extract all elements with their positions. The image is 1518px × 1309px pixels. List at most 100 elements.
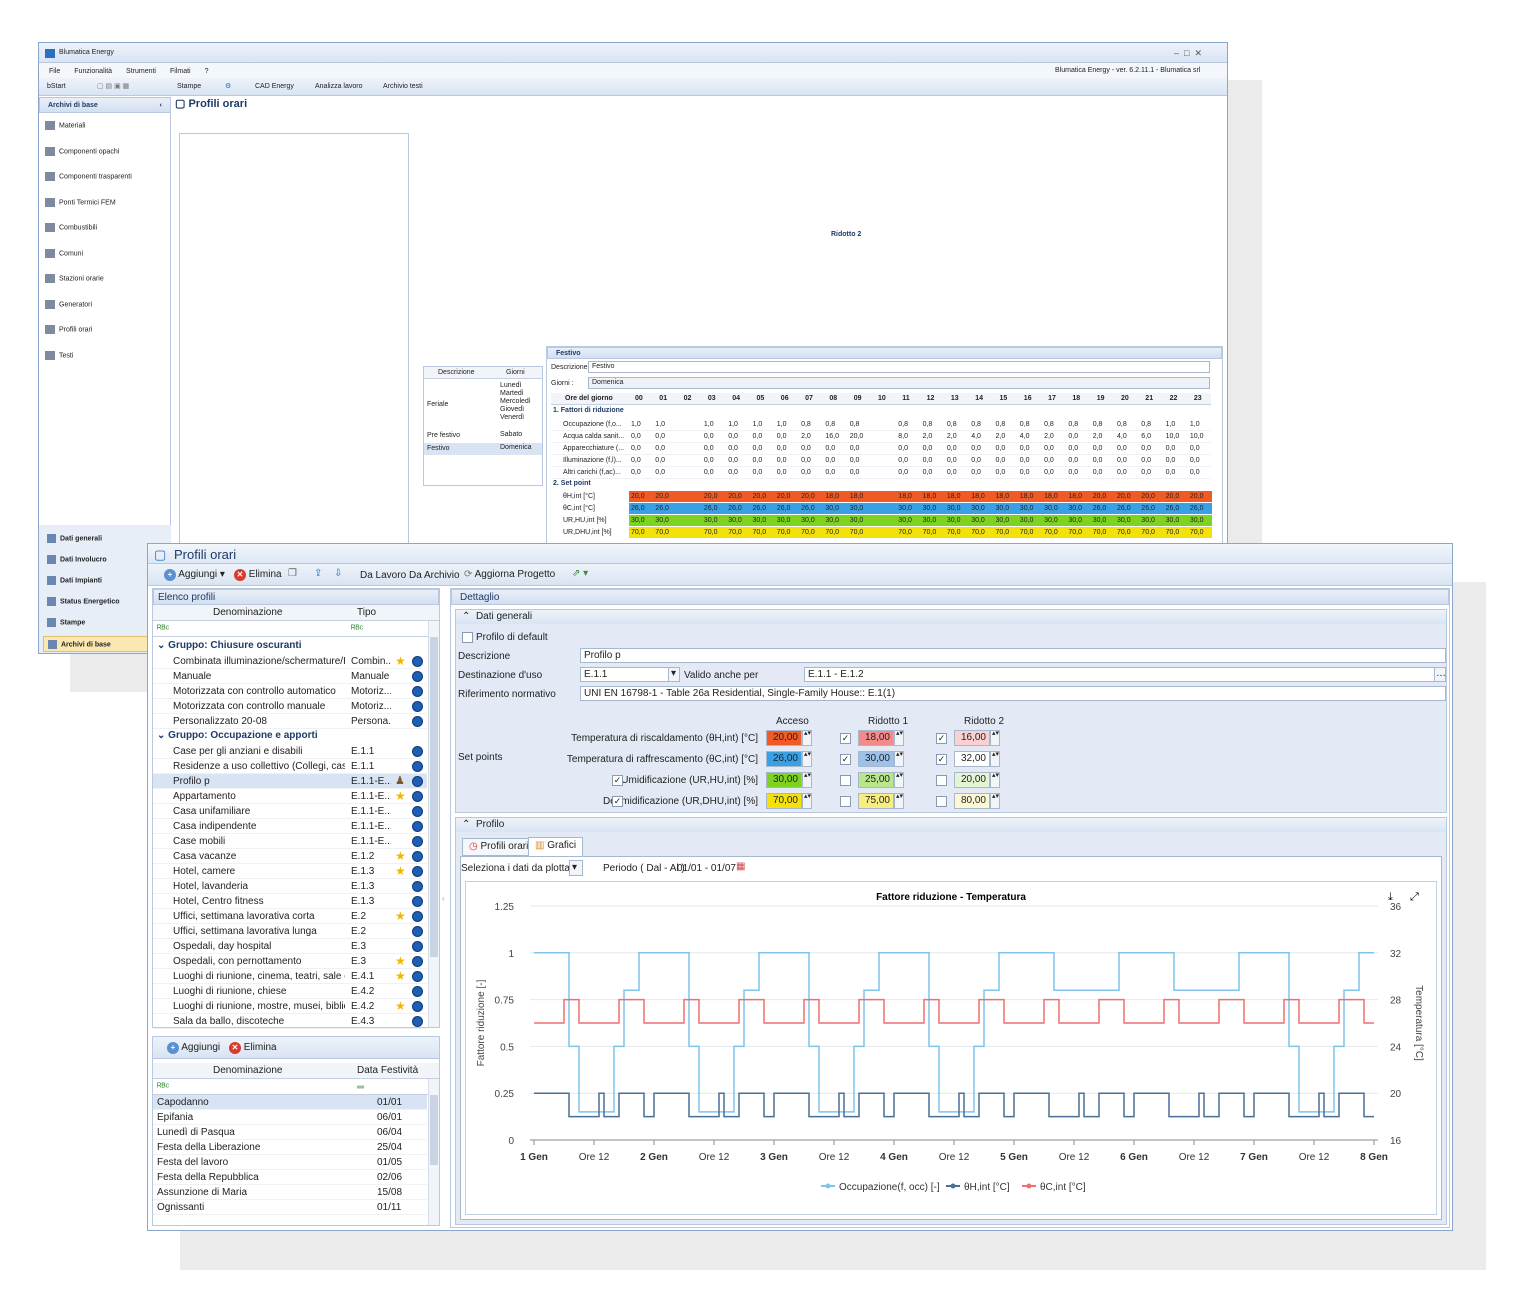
ridotto-checkbox[interactable]: ✓ bbox=[840, 733, 851, 744]
sidebar-item[interactable]: Profili orari bbox=[45, 325, 92, 339]
hour-cell[interactable]: 30,0 bbox=[971, 505, 985, 512]
ellipsis-icon[interactable]: … bbox=[1434, 667, 1446, 682]
setpoint-value-input[interactable]: 25,00 bbox=[858, 772, 894, 788]
hour-cell[interactable]: 0,0 bbox=[776, 469, 787, 476]
festivita-row[interactable]: Assunzione di Maria 15/08 bbox=[153, 1185, 427, 1200]
hour-cell[interactable]: 0,0 bbox=[1141, 469, 1152, 476]
nav-item[interactable]: Stampe bbox=[43, 615, 167, 631]
spin-icon[interactable]: ▴▾ bbox=[802, 730, 812, 746]
hour-cell[interactable]: 30,0 bbox=[995, 517, 1010, 524]
hour-cell[interactable]: 0,0 bbox=[922, 457, 933, 464]
hour-cell[interactable]: 30,0 bbox=[898, 505, 912, 512]
table-row[interactable]: Ospedali, day hospital E.3 bbox=[153, 939, 427, 954]
group-row[interactable]: ⌄ Gruppo: Occupazione e apporti bbox=[153, 729, 427, 744]
hour-cell[interactable]: 0,0 bbox=[1019, 445, 1030, 452]
hour-cell[interactable]: 0,0 bbox=[995, 469, 1006, 476]
ridotto-checkbox[interactable]: ✓ bbox=[840, 754, 851, 765]
hour-cell[interactable]: 0,0 bbox=[752, 469, 763, 476]
hour-cell[interactable]: 0,0 bbox=[922, 445, 933, 452]
hour-cell[interactable]: 30,0 bbox=[995, 505, 1010, 512]
hour-cell[interactable]: 0,0 bbox=[1117, 469, 1127, 476]
hour-cell[interactable]: 0,8 bbox=[1092, 421, 1103, 428]
hour-cell[interactable]: 0,0 bbox=[849, 445, 860, 452]
download-icon[interactable]: ⤓ bbox=[1388, 891, 1393, 903]
hour-cell[interactable]: 26,0 bbox=[1189, 505, 1204, 512]
destinazione-select[interactable]: E.1.1 bbox=[580, 667, 680, 682]
hour-cell[interactable]: 70,0 bbox=[1117, 529, 1131, 536]
festivita-row[interactable]: Festa del lavoro 01/05 bbox=[153, 1155, 427, 1170]
seleziona-dropdown[interactable]: ▾ bbox=[569, 860, 583, 876]
hour-cell[interactable]: 0,0 bbox=[728, 469, 738, 476]
legend-label[interactable]: θH,int [°C] bbox=[964, 1182, 1010, 1193]
festivo-giorni-select[interactable]: Domenica bbox=[588, 377, 1210, 389]
expand-icon[interactable]: ⤢ bbox=[1410, 891, 1419, 903]
nav-item[interactable]: Archivi di base bbox=[43, 636, 167, 652]
hour-cell[interactable]: 1,0 bbox=[1189, 421, 1200, 428]
hour-cell[interactable]: 26,0 bbox=[703, 505, 718, 512]
hour-cell[interactable]: 0,0 bbox=[1068, 469, 1079, 476]
hour-cell[interactable]: 30,0 bbox=[922, 505, 937, 512]
hour-cell[interactable]: 26,0 bbox=[728, 505, 742, 512]
hour-cell[interactable]: 70,0 bbox=[922, 529, 937, 536]
hour-cell[interactable]: 30,0 bbox=[728, 517, 742, 524]
hour-cell[interactable]: 0,0 bbox=[849, 469, 860, 476]
hour-cell[interactable]: 18,0 bbox=[1019, 493, 1034, 500]
hour-cell[interactable]: 0,0 bbox=[631, 457, 641, 464]
hour-cell[interactable]: 26,0 bbox=[776, 505, 791, 512]
sidebar-item[interactable]: Componenti trasparenti bbox=[45, 172, 132, 186]
hour-cell[interactable]: 30,0 bbox=[1019, 505, 1034, 512]
table-row[interactable]: Hotel, lavanderia E.1.3 bbox=[153, 879, 427, 894]
hour-cell[interactable]: 0,0 bbox=[703, 445, 714, 452]
hour-cell[interactable]: 0,8 bbox=[801, 421, 811, 428]
descrizione-input[interactable]: Profilo p bbox=[580, 648, 1446, 663]
table-row[interactable]: Motorizzata con controllo manuale Motoriz… bbox=[153, 699, 427, 714]
hour-cell[interactable]: 0,8 bbox=[1019, 421, 1030, 428]
hour-cell[interactable]: 0,0 bbox=[776, 457, 787, 464]
splitter-handle[interactable]: ‹ bbox=[442, 894, 445, 903]
spin-icon[interactable]: ▴▾ bbox=[990, 772, 1000, 788]
hour-cell[interactable]: 0,0 bbox=[728, 433, 738, 440]
valido-input[interactable]: E.1.1 - E.1.2 bbox=[804, 667, 1440, 682]
hour-cell[interactable]: 18,0 bbox=[825, 493, 840, 500]
hour-cell[interactable]: 0,0 bbox=[703, 469, 714, 476]
hour-cell[interactable]: 0,0 bbox=[825, 445, 836, 452]
hour-cell[interactable]: 0,0 bbox=[1068, 445, 1079, 452]
hour-cell[interactable]: 0,0 bbox=[1044, 469, 1054, 476]
hour-cell[interactable]: 30,0 bbox=[946, 517, 961, 524]
hour-cell[interactable]: 30,0 bbox=[776, 517, 791, 524]
hour-cell[interactable]: 0,0 bbox=[1019, 469, 1030, 476]
hour-cell[interactable]: 70,0 bbox=[995, 529, 1010, 536]
hour-cell[interactable]: 0,0 bbox=[1117, 457, 1127, 464]
fest-aggiungi-button[interactable]: + Aggiungi bbox=[167, 1042, 220, 1054]
hour-cell[interactable]: 0,0 bbox=[898, 457, 909, 464]
setpoint-enable-checkbox[interactable]: ✓ bbox=[612, 775, 623, 786]
hour-cell[interactable]: 0,8 bbox=[1044, 421, 1054, 428]
hour-cell[interactable]: 0,0 bbox=[776, 433, 787, 440]
table-row[interactable]: Hotel, Centro fitness E.1.3 bbox=[153, 894, 427, 909]
table-row[interactable]: Luoghi di riunione, mostre, musei, bibli… bbox=[153, 999, 427, 1014]
setpoint-value-input[interactable]: 32,00 bbox=[954, 751, 990, 767]
day-row[interactable]: Festivo Domenica bbox=[424, 443, 542, 455]
festivita-row[interactable]: Festa della Repubblica 02/06 bbox=[153, 1170, 427, 1185]
hour-cell[interactable]: 20,0 bbox=[801, 493, 815, 500]
hour-cell[interactable]: 0,0 bbox=[995, 457, 1006, 464]
hour-cell[interactable]: 0,0 bbox=[728, 445, 738, 452]
hour-cell[interactable]: 0,0 bbox=[1141, 445, 1152, 452]
day-row[interactable]: Pre festivo Sabato bbox=[424, 430, 542, 442]
table-row[interactable]: Profilo p E.1.1-E... ♟ bbox=[153, 774, 427, 789]
legend-label[interactable]: Occupazione(f, occ) [-] bbox=[839, 1182, 940, 1193]
hour-cell[interactable]: 30,0 bbox=[1141, 517, 1155, 524]
hour-cell[interactable]: 0,0 bbox=[898, 469, 909, 476]
hour-cell[interactable]: 0,0 bbox=[655, 469, 666, 476]
hour-cell[interactable]: 1,0 bbox=[752, 421, 763, 428]
hour-cell[interactable]: 1,0 bbox=[703, 421, 714, 428]
hour-cell[interactable]: 0,0 bbox=[655, 457, 666, 464]
hour-cell[interactable]: 30,0 bbox=[922, 517, 937, 524]
menu-item[interactable]: File bbox=[49, 68, 61, 75]
hour-cell[interactable]: 0,0 bbox=[801, 469, 811, 476]
hour-cell[interactable]: 0,0 bbox=[631, 445, 641, 452]
hour-cell[interactable]: 0,0 bbox=[1092, 445, 1103, 452]
festivita-row[interactable]: Epifania 06/01 bbox=[153, 1110, 427, 1125]
hour-cell[interactable]: 70,0 bbox=[655, 529, 669, 536]
hour-cell[interactable]: 0,0 bbox=[752, 433, 763, 440]
